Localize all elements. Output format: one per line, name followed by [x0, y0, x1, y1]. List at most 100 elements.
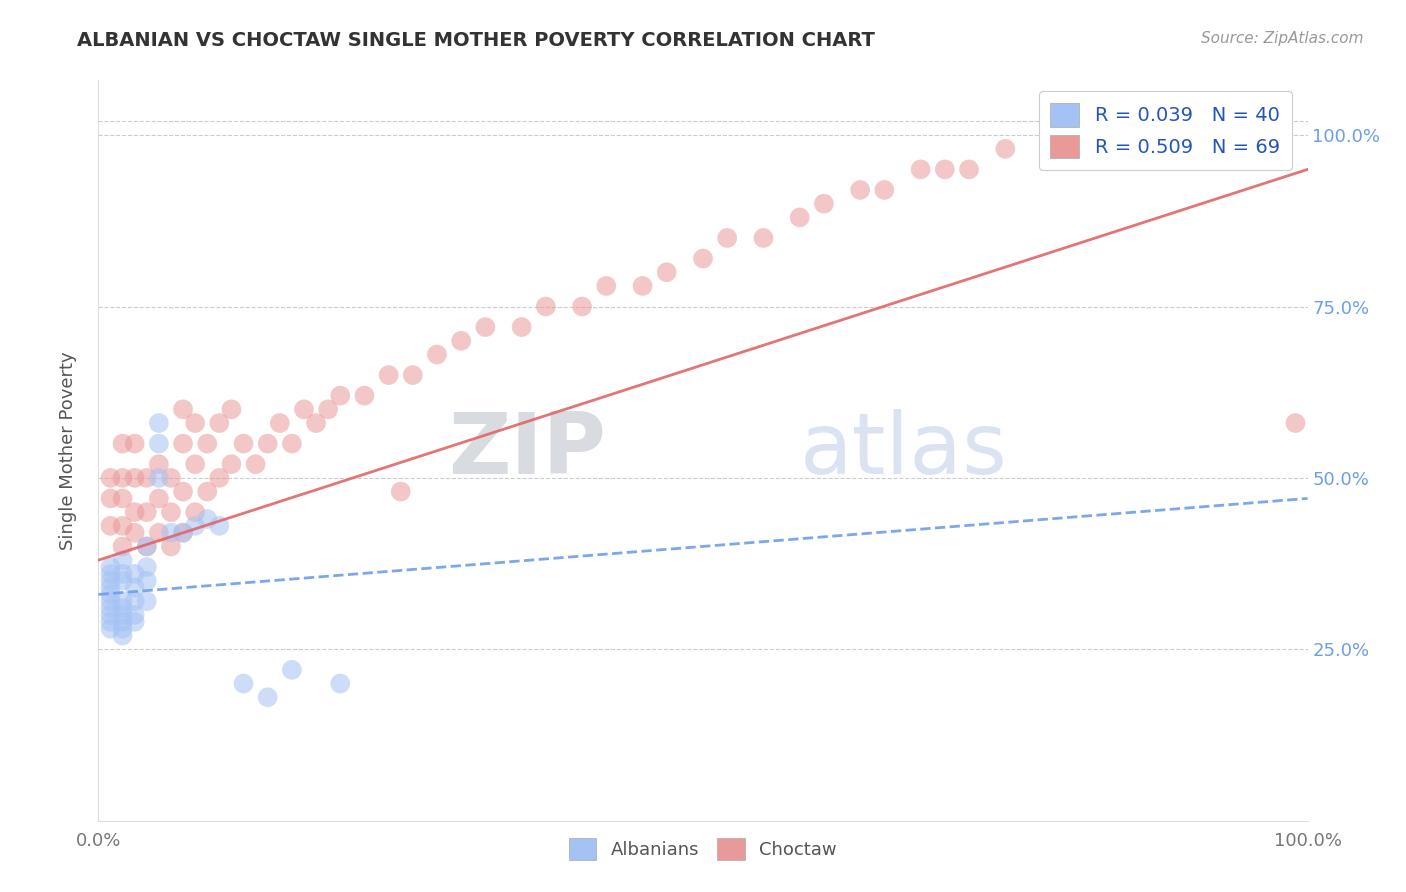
- Point: [111, 594, 134, 608]
- Point: [111, 566, 134, 581]
- Point: [172, 436, 194, 450]
- Point: [910, 162, 932, 177]
- Point: [111, 607, 134, 622]
- Point: [534, 300, 557, 314]
- Point: [100, 471, 122, 485]
- Point: [135, 574, 157, 588]
- Point: [510, 320, 533, 334]
- Point: [716, 231, 738, 245]
- Point: [232, 436, 254, 450]
- Point: [232, 676, 254, 690]
- Point: [100, 566, 122, 581]
- Point: [389, 484, 412, 499]
- Point: [571, 300, 593, 314]
- Point: [184, 457, 207, 471]
- Point: [124, 581, 146, 595]
- Point: [124, 607, 146, 622]
- Point: [305, 416, 328, 430]
- Point: [256, 690, 278, 705]
- Point: [353, 389, 375, 403]
- Text: ZIP: ZIP: [449, 409, 606, 492]
- Point: [111, 471, 134, 485]
- Point: [124, 471, 146, 485]
- Point: [148, 525, 170, 540]
- Point: [100, 615, 122, 629]
- Point: [100, 601, 122, 615]
- Point: [135, 471, 157, 485]
- Point: [111, 628, 134, 642]
- Point: [595, 279, 617, 293]
- Point: [172, 484, 194, 499]
- Point: [1284, 416, 1306, 430]
- Point: [329, 389, 352, 403]
- Point: [655, 265, 678, 279]
- Point: [849, 183, 872, 197]
- Point: [426, 347, 449, 361]
- Point: [195, 436, 218, 450]
- Point: [100, 519, 122, 533]
- Point: [402, 368, 425, 382]
- Point: [450, 334, 472, 348]
- Point: [994, 142, 1017, 156]
- Point: [111, 574, 134, 588]
- Point: [111, 601, 134, 615]
- Point: [245, 457, 267, 471]
- Point: [957, 162, 980, 177]
- Point: [195, 512, 218, 526]
- Point: [474, 320, 496, 334]
- Point: [124, 615, 146, 629]
- Point: [281, 436, 304, 450]
- Point: [934, 162, 956, 177]
- Point: [172, 525, 194, 540]
- Point: [111, 519, 134, 533]
- Point: [135, 505, 157, 519]
- Point: [172, 525, 194, 540]
- Point: [160, 471, 183, 485]
- Point: [377, 368, 399, 382]
- Point: [148, 457, 170, 471]
- Point: [135, 540, 157, 554]
- Point: [195, 484, 218, 499]
- Point: [100, 594, 122, 608]
- Point: [184, 519, 207, 533]
- Point: [172, 402, 194, 417]
- Point: [1272, 128, 1295, 142]
- Text: atlas: atlas: [800, 409, 1008, 492]
- Point: [111, 615, 134, 629]
- Point: [184, 505, 207, 519]
- Point: [329, 676, 352, 690]
- Text: ALBANIAN VS CHOCTAW SINGLE MOTHER POVERTY CORRELATION CHART: ALBANIAN VS CHOCTAW SINGLE MOTHER POVERT…: [77, 31, 875, 50]
- Point: [124, 436, 146, 450]
- Point: [100, 587, 122, 601]
- Y-axis label: Single Mother Poverty: Single Mother Poverty: [59, 351, 77, 549]
- Point: [208, 471, 231, 485]
- Point: [160, 505, 183, 519]
- Point: [208, 519, 231, 533]
- Point: [100, 581, 122, 595]
- Point: [100, 622, 122, 636]
- Legend: Albanians, Choctaw: Albanians, Choctaw: [562, 830, 844, 867]
- Point: [813, 196, 835, 211]
- Point: [124, 525, 146, 540]
- Point: [148, 416, 170, 430]
- Point: [100, 560, 122, 574]
- Point: [692, 252, 714, 266]
- Point: [789, 211, 811, 225]
- Point: [111, 553, 134, 567]
- Point: [135, 540, 157, 554]
- Text: Source: ZipAtlas.com: Source: ZipAtlas.com: [1201, 31, 1364, 46]
- Point: [124, 566, 146, 581]
- Point: [752, 231, 775, 245]
- Point: [269, 416, 291, 430]
- Point: [160, 525, 183, 540]
- Point: [111, 622, 134, 636]
- Point: [148, 491, 170, 506]
- Point: [221, 402, 243, 417]
- Point: [256, 436, 278, 450]
- Point: [184, 416, 207, 430]
- Point: [148, 471, 170, 485]
- Point: [111, 491, 134, 506]
- Point: [100, 574, 122, 588]
- Point: [281, 663, 304, 677]
- Point: [111, 540, 134, 554]
